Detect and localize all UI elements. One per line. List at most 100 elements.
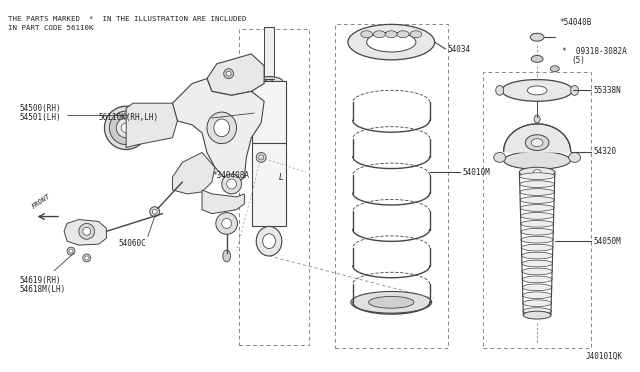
Text: L: L	[279, 173, 284, 182]
Ellipse shape	[224, 69, 234, 78]
Ellipse shape	[79, 224, 95, 239]
Bar	[252, 81, 286, 227]
Ellipse shape	[531, 55, 543, 62]
Text: 54060C: 54060C	[118, 239, 146, 248]
Ellipse shape	[522, 268, 552, 275]
Bar	[239, 29, 310, 345]
Ellipse shape	[84, 256, 89, 260]
Ellipse shape	[533, 170, 541, 175]
Ellipse shape	[385, 31, 397, 38]
Bar	[264, 27, 274, 78]
Text: *340408A: *340408A	[212, 171, 249, 180]
Text: IN PART CODE 56110K: IN PART CODE 56110K	[8, 25, 93, 31]
Text: J40101QK: J40101QK	[586, 352, 623, 362]
Ellipse shape	[522, 260, 552, 267]
Polygon shape	[126, 103, 177, 148]
Ellipse shape	[367, 32, 416, 52]
Ellipse shape	[520, 212, 554, 219]
Ellipse shape	[522, 284, 552, 291]
Text: 54500(RH): 54500(RH)	[20, 104, 61, 113]
Ellipse shape	[397, 31, 409, 38]
Ellipse shape	[221, 218, 232, 228]
Ellipse shape	[569, 153, 580, 162]
Bar	[335, 25, 449, 347]
Text: 54010M: 54010M	[462, 168, 490, 177]
Text: 56110K(RH,LH): 56110K(RH,LH)	[99, 113, 159, 122]
Ellipse shape	[521, 244, 553, 251]
Polygon shape	[172, 153, 215, 194]
Ellipse shape	[351, 291, 431, 313]
Ellipse shape	[374, 31, 385, 38]
Polygon shape	[202, 190, 244, 214]
Ellipse shape	[527, 86, 547, 95]
Ellipse shape	[502, 80, 573, 101]
Ellipse shape	[520, 221, 554, 227]
Ellipse shape	[226, 71, 231, 76]
Ellipse shape	[520, 197, 554, 203]
Ellipse shape	[493, 153, 506, 162]
Ellipse shape	[116, 118, 136, 138]
Text: *  09318-3082A: * 09318-3082A	[562, 48, 627, 57]
Text: 54050M: 54050M	[593, 237, 621, 246]
Ellipse shape	[227, 179, 237, 189]
Ellipse shape	[121, 123, 131, 133]
Polygon shape	[64, 219, 106, 245]
Text: FRONT: FRONT	[30, 193, 51, 210]
Ellipse shape	[256, 227, 282, 256]
Ellipse shape	[520, 205, 554, 211]
Ellipse shape	[521, 236, 553, 243]
Ellipse shape	[522, 252, 553, 259]
Ellipse shape	[571, 86, 579, 95]
Ellipse shape	[150, 207, 159, 217]
Text: 54619(RH): 54619(RH)	[20, 276, 61, 285]
Ellipse shape	[265, 80, 273, 83]
Ellipse shape	[522, 292, 552, 299]
Ellipse shape	[67, 247, 75, 255]
Ellipse shape	[262, 234, 275, 248]
Ellipse shape	[255, 77, 283, 86]
Ellipse shape	[69, 249, 73, 253]
Ellipse shape	[530, 33, 544, 41]
Ellipse shape	[259, 155, 264, 160]
Ellipse shape	[207, 112, 237, 144]
Ellipse shape	[504, 151, 571, 169]
Ellipse shape	[520, 181, 555, 187]
Bar	[483, 72, 591, 347]
Text: 54501(LH): 54501(LH)	[20, 113, 61, 122]
Ellipse shape	[214, 119, 230, 137]
Ellipse shape	[521, 228, 554, 235]
Ellipse shape	[520, 189, 554, 195]
Ellipse shape	[223, 250, 230, 262]
Ellipse shape	[361, 31, 372, 38]
Ellipse shape	[534, 115, 540, 123]
Ellipse shape	[523, 308, 551, 314]
Text: 54034: 54034	[447, 45, 470, 54]
Ellipse shape	[348, 25, 435, 60]
Text: THE PARTS MARKED  *  IN THE ILLUSTRATION ARE INCLUDED: THE PARTS MARKED * IN THE ILLUSTRATION A…	[8, 16, 246, 22]
Ellipse shape	[531, 139, 543, 147]
Ellipse shape	[216, 213, 237, 234]
Text: 54618M(LH): 54618M(LH)	[20, 285, 66, 294]
Ellipse shape	[410, 31, 422, 38]
Ellipse shape	[109, 111, 143, 145]
Polygon shape	[172, 78, 264, 184]
Ellipse shape	[520, 173, 555, 180]
Text: *54040B: *54040B	[559, 18, 591, 27]
Ellipse shape	[522, 276, 552, 283]
Ellipse shape	[523, 300, 552, 307]
Ellipse shape	[550, 66, 559, 72]
Ellipse shape	[525, 135, 549, 151]
Ellipse shape	[524, 311, 551, 319]
Ellipse shape	[104, 106, 148, 150]
Text: (5): (5)	[572, 56, 586, 65]
Text: 55338N: 55338N	[593, 86, 621, 95]
Ellipse shape	[83, 227, 91, 235]
Polygon shape	[207, 54, 264, 95]
Ellipse shape	[256, 153, 266, 162]
Ellipse shape	[152, 209, 157, 214]
Text: 54320: 54320	[593, 147, 616, 156]
Ellipse shape	[221, 174, 241, 194]
Ellipse shape	[369, 296, 414, 308]
Ellipse shape	[496, 86, 504, 95]
Ellipse shape	[520, 167, 555, 177]
